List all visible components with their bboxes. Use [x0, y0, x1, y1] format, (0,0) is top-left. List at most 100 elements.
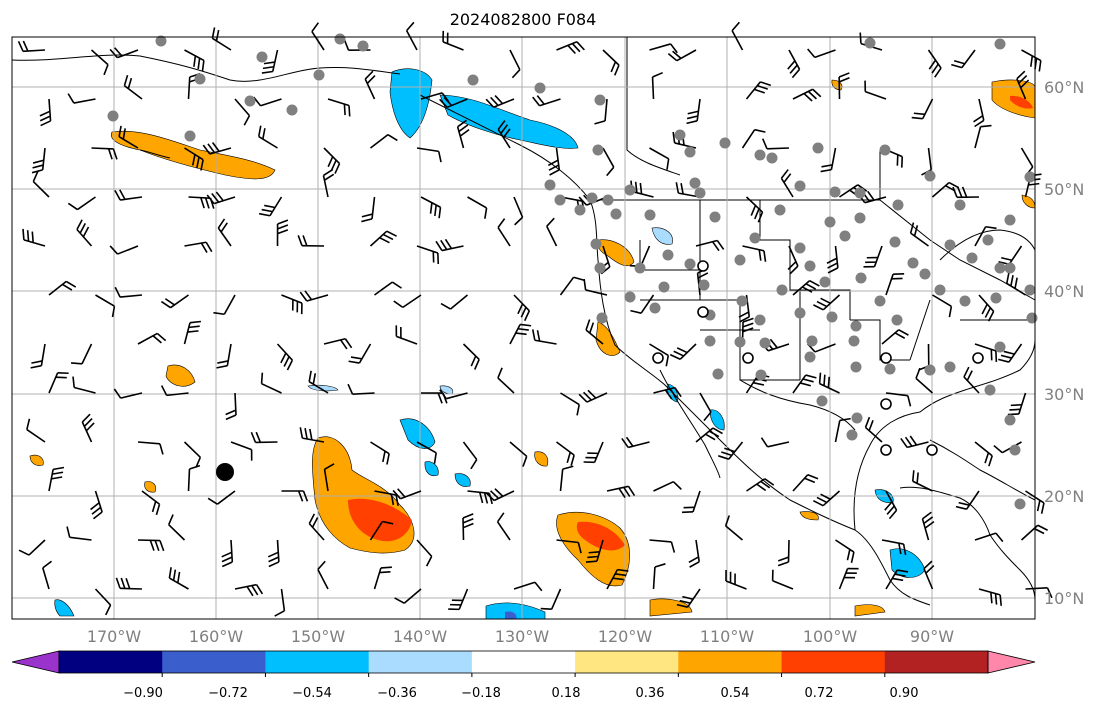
wind-barb [932, 294, 953, 318]
station-dot [574, 204, 586, 216]
wind-barb [974, 124, 992, 149]
wind-barb [531, 329, 557, 345]
station-dot [534, 82, 546, 94]
wind-barb [585, 319, 604, 345]
station-dot [819, 276, 831, 288]
station-dot [602, 194, 614, 206]
wind-barb [81, 413, 95, 443]
wind-barb [606, 485, 636, 499]
wind-barb [787, 245, 799, 275]
wind-barb [462, 343, 480, 370]
station-dot [944, 361, 956, 373]
lat-label: 10°N [1044, 589, 1084, 608]
wind-barb [323, 463, 335, 492]
wind-barb [234, 98, 251, 126]
colorbar-tick-label: 0.54 [721, 686, 750, 701]
wind-barb [583, 441, 604, 464]
wind-barb [667, 49, 697, 62]
wind-barb [137, 539, 165, 552]
wind-barb [364, 70, 376, 100]
station-circle-open [697, 306, 709, 318]
station-dot [596, 312, 608, 324]
colorbar-tick-label: 0.90 [890, 686, 919, 701]
lon-label: 150°W [291, 627, 346, 646]
wind-barb [369, 520, 394, 541]
colorbar [11, 650, 1036, 677]
station-dot [884, 363, 896, 375]
colorbar-segment [265, 651, 370, 673]
colorbar-segment [368, 651, 473, 673]
wind-barb [394, 588, 422, 604]
wind-barb [168, 567, 189, 590]
station-dot [776, 284, 788, 296]
colorbar-segment [471, 651, 576, 673]
wind-barb [184, 241, 213, 253]
wind-barb [67, 93, 96, 104]
station-dot [736, 295, 748, 307]
station-dot [990, 292, 1002, 304]
wind-barb [911, 470, 933, 492]
station-dot [982, 234, 994, 246]
wind-barb [274, 588, 286, 617]
colorbar-segment [575, 651, 679, 673]
station-dot [719, 137, 731, 149]
station-dot [889, 236, 901, 248]
wind-barb [297, 235, 325, 247]
station-dot [313, 69, 325, 81]
station-dot [804, 351, 816, 363]
station-dot [794, 242, 806, 254]
wind-barb [416, 245, 440, 265]
station-dot [624, 291, 636, 303]
station-dot [754, 314, 766, 326]
wind-barb [467, 196, 488, 219]
wind-barb [261, 49, 279, 74]
station-dot [107, 110, 119, 122]
wind-barb [649, 539, 676, 553]
wind-barb [974, 343, 998, 362]
colorbar-segment [162, 651, 266, 673]
lon-label: 120°W [598, 627, 653, 646]
colorbar-tick-labels: −0.90 −0.72 −0.54 −0.36 −0.18 0.18 0.36 … [123, 686, 918, 701]
wind-barb [649, 43, 678, 54]
wind-barb [725, 570, 747, 590]
wind-barb [669, 343, 697, 361]
wind-barb [183, 320, 202, 345]
wind-barb [311, 22, 325, 51]
station-dot [1024, 284, 1036, 296]
wind-barb [31, 147, 46, 174]
station-dot [879, 144, 891, 156]
lon-label: 170°W [87, 627, 142, 646]
wind-barb [202, 142, 232, 155]
wind-barb [327, 98, 351, 117]
station-dot [634, 262, 646, 274]
wind-barb [651, 71, 663, 100]
station-dot [919, 268, 931, 280]
wind-barb [374, 281, 402, 296]
station-dot [934, 284, 946, 296]
wind-barb [881, 329, 909, 345]
wind-barb [864, 80, 887, 100]
station-dot [812, 142, 824, 154]
station-dot [709, 211, 721, 223]
wind-barb [260, 372, 282, 394]
wind-barb [792, 374, 817, 394]
station-dot [689, 177, 701, 189]
station-dot [891, 314, 903, 326]
wind-barb [184, 147, 204, 171]
wind-barb [322, 168, 335, 198]
wind-barb [183, 441, 202, 468]
station-dot [734, 254, 746, 266]
wind-barb [653, 386, 682, 400]
wind-barb [1025, 586, 1053, 599]
wind-barb [807, 48, 836, 59]
station-dot [554, 194, 566, 206]
lat-label: 60°N [1044, 78, 1084, 97]
station-dot [907, 257, 919, 269]
wind-barb [17, 40, 46, 53]
wind-barb [217, 218, 232, 247]
wind-barb [225, 392, 237, 421]
station-dot [851, 412, 863, 424]
station-dot [1004, 214, 1016, 226]
lat-label: 40°N [1044, 282, 1084, 301]
station-dot [624, 184, 636, 196]
